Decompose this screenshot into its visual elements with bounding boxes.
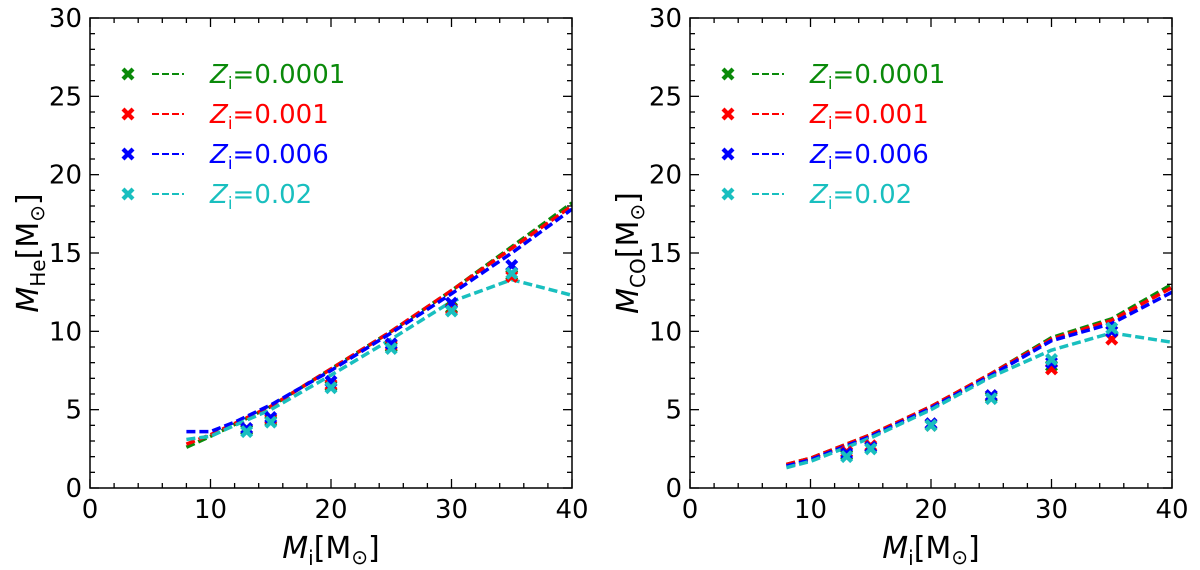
y-tick-label: 25 [649,82,682,112]
series-line-0 [185,201,572,449]
series-markers [840,321,1119,464]
legend: Zi=0.0001 Zi=0.001 Zi=0.006 Zi=0.02 [121,60,345,214]
series-line-3 [785,331,1172,470]
data-point-3-4 [1045,353,1058,367]
legend-marker-0 [121,67,135,81]
legend-label-2: Zi=0.006 [209,140,329,174]
legend-label-0: Zi=0.0001 [809,60,945,94]
legend-marker-3 [721,187,735,201]
y-tick-label: 15 [649,239,682,269]
y-axis-title: MHe[M⊙] [11,193,50,312]
x-tick-label: 30 [435,495,468,525]
data-point-1-5 [505,270,519,283]
series-markers [240,259,519,439]
data-point-3-0 [240,425,254,439]
legend-label-3: Zi=0.02 [809,180,912,214]
legend-label-2: Zi=0.006 [809,140,929,174]
series-line-0 [785,282,1172,467]
series-line-2 [785,290,1172,468]
y-tick-label: 10 [49,317,82,347]
legend-marker-1 [121,107,135,121]
legend-marker-1 [721,107,735,121]
data-point-3-4 [445,304,458,318]
x-axis-title: Mi[M⊙] [882,531,980,570]
series-line-2 [186,207,572,434]
x-tick-label: 10 [794,495,827,525]
x-tick-label: 20 [314,495,347,525]
legend-marker-2 [721,147,735,161]
x-tick-label: 30 [1035,495,1068,525]
y-tick-label: 5 [65,396,82,426]
data-point-3-2 [324,381,338,395]
series-lines [185,201,572,449]
x-tick-label: 10 [194,495,227,525]
legend-label-1: Zi=0.001 [809,100,929,134]
data-point-2-5 [1105,324,1119,338]
x-tick-label: 0 [82,495,99,525]
data-point-3-3 [984,392,998,406]
y-tick-label: 10 [649,317,682,347]
y-tick-label: 0 [665,474,682,504]
data-point-3-0 [840,450,854,464]
panel-left: 0 10 20 30 40 0 5 10 15 20 25 30 Mi[M⊙] MHe[M⊙] Zi=0.0… [11,4,589,570]
x-tick-label: 40 [555,495,588,525]
data-point-3-5 [1105,321,1119,335]
y-tick-label: 20 [649,161,682,191]
data-point-2-4 [1045,356,1058,370]
ticks [89,17,573,489]
legend: Zi=0.0001 Zi=0.001 Zi=0.006 Zi=0.02 [721,60,945,214]
y-tick-label: 30 [649,4,682,34]
x-tick-label: 40 [1155,495,1188,525]
data-point-3-5 [505,266,519,280]
y-tick-label: 0 [65,474,82,504]
legend-marker-2 [121,147,135,161]
y-tick-label: 30 [49,4,82,34]
legend-marker-3 [121,187,135,201]
y-tick-label: 25 [49,82,82,112]
legend-label-3: Zi=0.02 [209,180,312,214]
series-lines [785,282,1172,470]
series-line-1 [185,204,572,446]
data-point-1-2 [324,378,338,392]
y-tick-label: 20 [49,161,82,191]
data-point-2-0 [240,421,254,435]
data-point-3-2 [924,418,938,432]
legend-label-0: Zi=0.0001 [209,60,345,94]
ticks [689,17,1173,489]
x-tick-label: 20 [914,495,947,525]
y-axis-title: MCO[M⊙] [611,192,650,314]
legend-marker-0 [721,67,735,81]
data-point-2-0 [840,447,854,461]
x-tick-label: 0 [682,495,699,525]
data-point-3-3 [384,342,398,356]
legend-label-1: Zi=0.001 [209,100,329,134]
data-point-2-3 [984,389,998,403]
series-line-1 [785,285,1172,467]
series-line-3 [186,277,572,442]
y-tick-label: 15 [49,239,82,269]
data-point-3-1 [864,442,878,456]
data-point-3-1 [264,415,278,429]
x-axis-title: Mi[M⊙] [282,531,380,570]
y-tick-label: 5 [665,396,682,426]
panel-right: 0 10 20 30 40 0 5 10 15 20 25 30 Mi[M⊙] MCO[M⊙] Zi=0.0… [611,4,1189,570]
